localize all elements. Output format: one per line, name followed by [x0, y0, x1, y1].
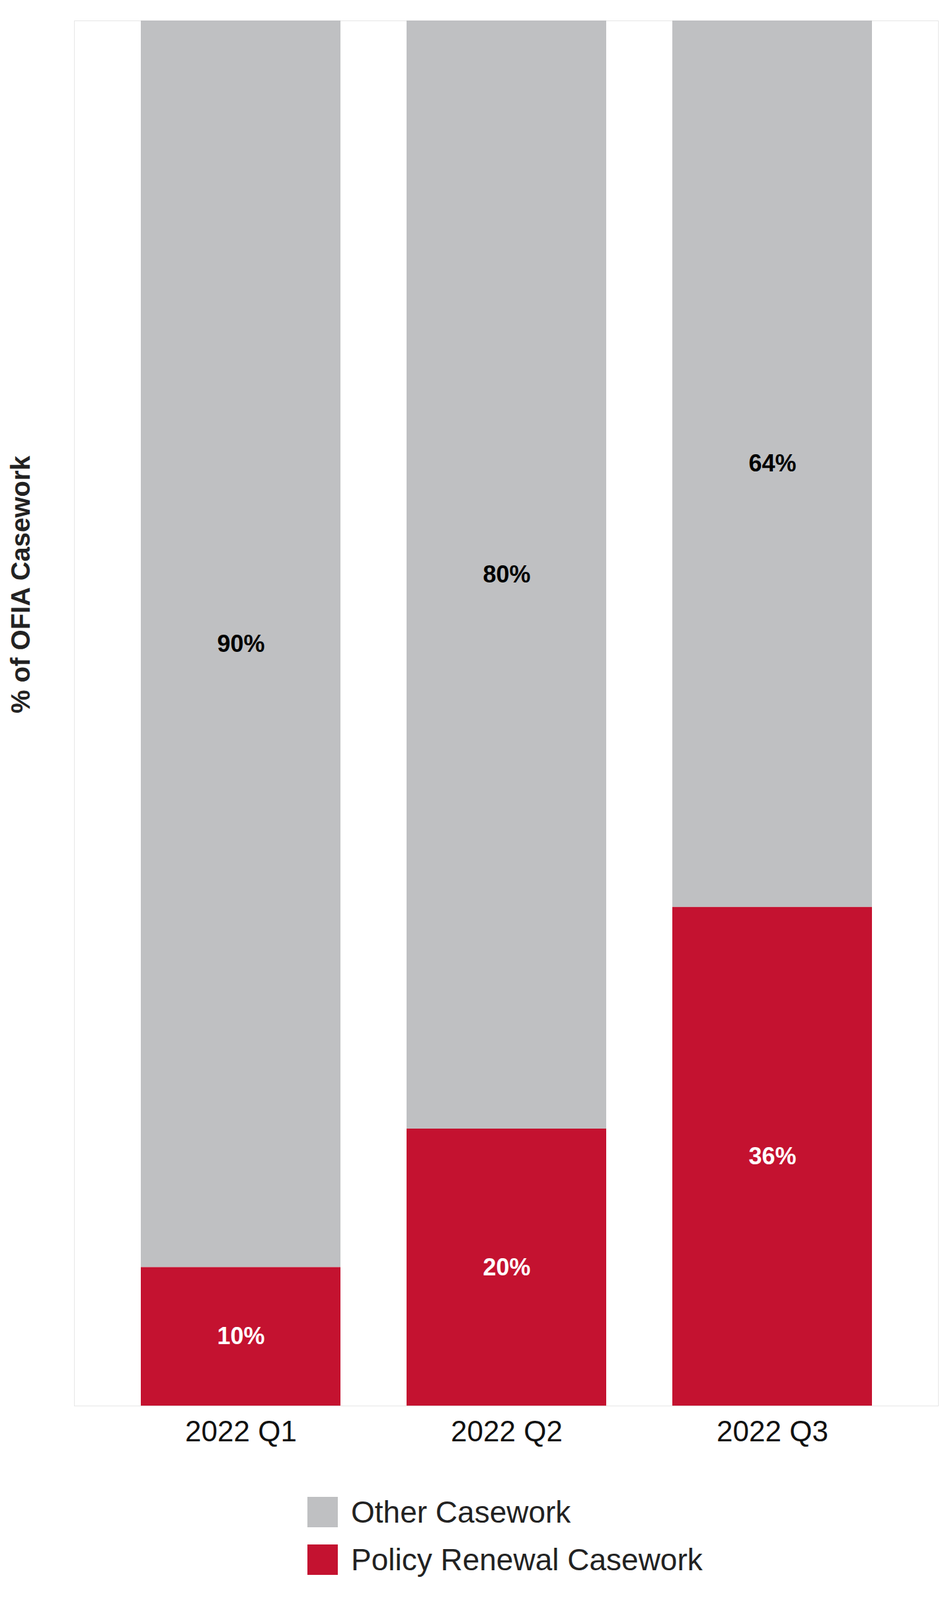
- html-text:Policy Renewal Casework: Policy Renewal Casework: [351, 1542, 703, 1577]
- svg-text:90%: 90%: [216, 630, 265, 658]
- svg-text:80%: 80%: [482, 560, 531, 588]
- html-text:Other Casework: Other Casework: [351, 1494, 571, 1530]
- svg-text:2022 Q1: 2022 Q1: [185, 1414, 297, 1448]
- svg-text:20%: 20%: [482, 1253, 531, 1281]
- svg-text:% of OFIA Casework: % of OFIA Casework: [5, 455, 36, 714]
- svg-text:36%: 36%: [748, 1142, 796, 1170]
- svg-text:64%: 64%: [748, 449, 796, 477]
- svg-text:10%: 10%: [216, 1322, 265, 1350]
- svg-text:2022 Q2: 2022 Q2: [450, 1414, 563, 1448]
- svg-text:2022 Q3: 2022 Q3: [716, 1414, 829, 1448]
